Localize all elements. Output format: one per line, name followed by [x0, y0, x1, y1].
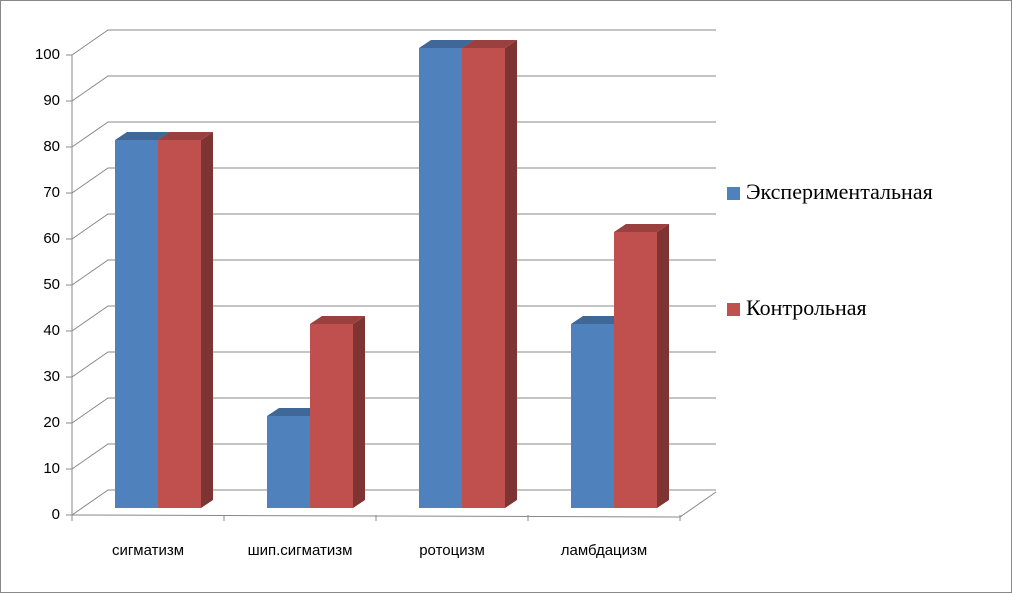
- grid-line: [71, 29, 716, 56]
- y-tick-label: 30: [43, 368, 60, 385]
- y-tick-label: 20: [43, 414, 60, 431]
- bar-top: [115, 132, 170, 140]
- y-tick-label: 50: [43, 276, 60, 293]
- legend-swatch: [727, 303, 740, 316]
- bar: [267, 416, 310, 508]
- x-tick-label: ротоцизм: [419, 542, 485, 559]
- y-tick-label: 80: [43, 138, 60, 155]
- x-tick-label: шип.сигматизм: [248, 542, 353, 559]
- y-tick-label: 60: [43, 230, 60, 247]
- bar-top: [158, 132, 213, 140]
- bar-top: [571, 316, 626, 324]
- y-tick-label: 40: [43, 322, 60, 339]
- bar-side: [201, 132, 213, 508]
- bar: [462, 48, 505, 508]
- bar: [310, 324, 353, 508]
- bar: [419, 48, 462, 508]
- bar-side: [353, 316, 365, 508]
- bar-top: [310, 316, 365, 324]
- x-tick-label: ламбдацизм: [561, 542, 647, 559]
- y-tick-label: 0: [52, 506, 60, 523]
- bar-top: [267, 408, 322, 416]
- bar-top: [614, 224, 669, 232]
- bar-side: [657, 224, 669, 508]
- bar-side: [505, 40, 517, 508]
- bar-top: [419, 40, 474, 48]
- x-tick-label: сигматизм: [112, 542, 184, 559]
- y-tick-label: 90: [43, 92, 60, 109]
- legend-swatch: [727, 187, 740, 200]
- y-tick-label: 10: [43, 460, 60, 477]
- bar: [614, 232, 657, 508]
- bar-top: [462, 40, 517, 48]
- bar: [115, 140, 158, 508]
- bar: [158, 140, 201, 508]
- legend-label: Контрольная: [746, 295, 867, 320]
- bar: [571, 324, 614, 508]
- y-tick-label: 70: [43, 184, 60, 201]
- legend-label: Экспериментальная: [746, 179, 933, 204]
- y-tick-label: 100: [35, 46, 60, 63]
